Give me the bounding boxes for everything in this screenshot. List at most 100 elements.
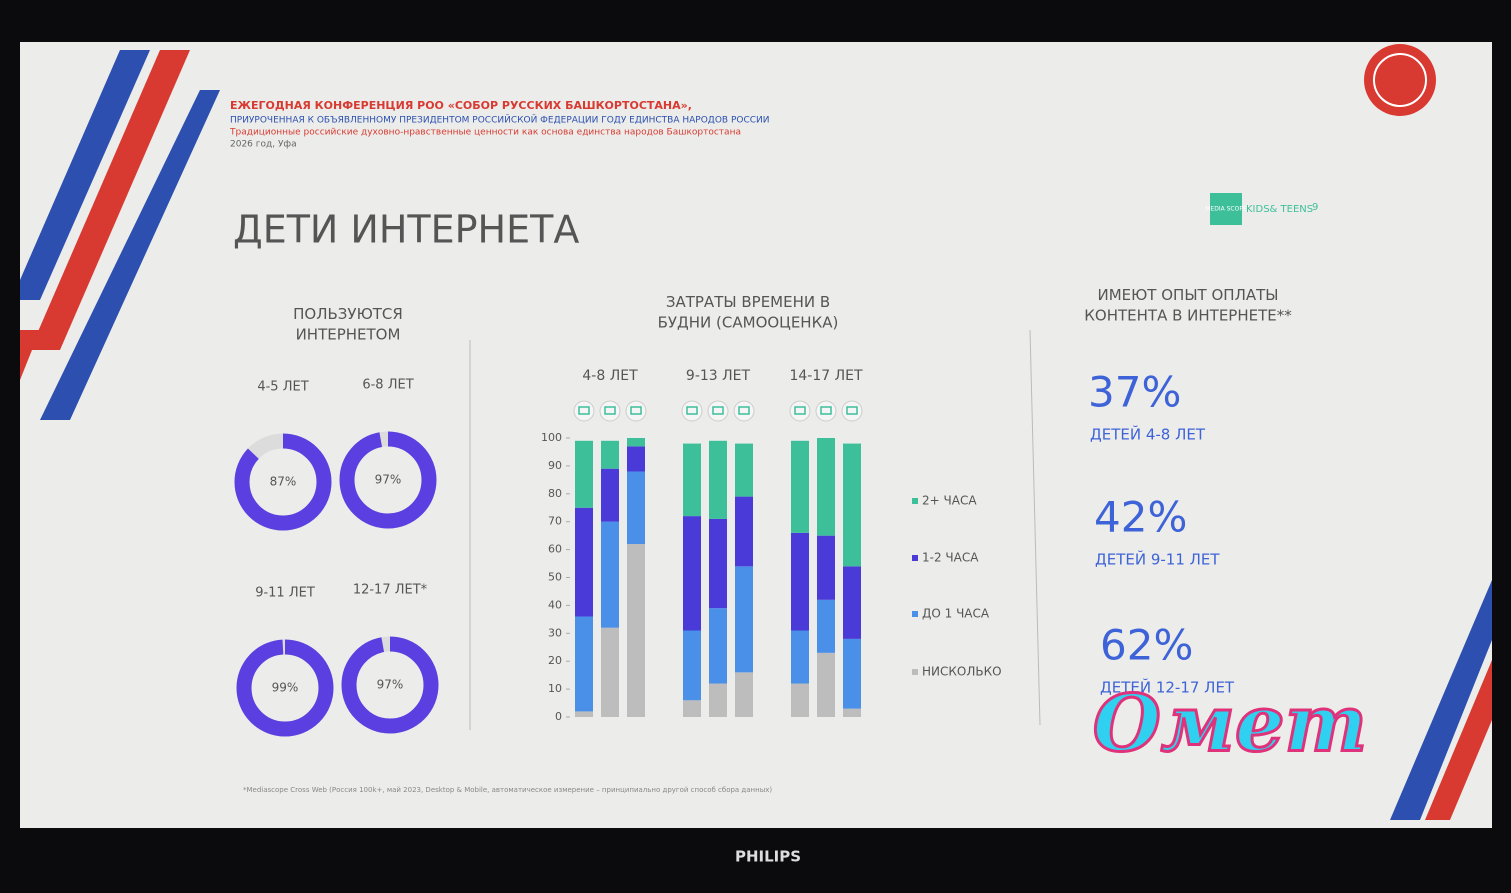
group-label: 4-8 ЛЕТ xyxy=(582,368,638,384)
chart-title: ЗАТРАТЫ ВРЕМЕНИ В БУДНИ (САМООЦЕНКА) xyxy=(658,293,839,331)
bar-segment xyxy=(575,616,593,712)
watermark: Омет xyxy=(1093,679,1367,770)
y-tick-label: 40 xyxy=(548,598,562,611)
donut-value: 97% xyxy=(375,473,402,487)
bar-segment xyxy=(683,516,701,631)
bar-segment xyxy=(735,566,753,673)
kpi-value: 42% xyxy=(1094,493,1187,542)
device-glyph xyxy=(630,406,642,415)
donut-label: 9-11 ЛЕТ xyxy=(255,586,315,601)
y-tick-label: 30 xyxy=(548,626,562,639)
device-icon xyxy=(599,400,621,422)
bar-segment xyxy=(709,683,727,717)
bar-segment xyxy=(601,521,619,628)
bar-segment xyxy=(627,438,645,447)
bar-segment xyxy=(575,440,593,508)
bar-segment xyxy=(817,599,835,653)
device-icon xyxy=(573,400,595,422)
donut-value: 97% xyxy=(377,678,404,692)
donut-label: 12-17 ЛЕТ* xyxy=(353,583,428,598)
bar-segment xyxy=(627,544,645,717)
legend-swatch xyxy=(912,498,918,504)
bar-segment xyxy=(683,700,701,717)
bar-segment xyxy=(791,683,809,717)
bar-segment xyxy=(709,440,727,519)
media-logo-text: MEDIA SCOPE xyxy=(1205,206,1247,213)
bar-segment xyxy=(843,443,861,567)
bar-segment xyxy=(843,708,861,717)
page-number: 9 xyxy=(1312,202,1318,213)
device-glyph xyxy=(686,406,698,415)
bar-segment xyxy=(575,711,593,717)
bar-segment xyxy=(627,446,645,472)
donut-label: 6-8 ЛЕТ xyxy=(362,378,413,393)
chart-title: ПОЛЬЗУЮТСЯ ИНТЕРНЕТОМ xyxy=(293,305,403,343)
group-label: 14-17 ЛЕТ xyxy=(789,368,863,384)
y-tick-label: 100 xyxy=(541,431,562,444)
kpi-value: 37% xyxy=(1088,368,1181,417)
y-tick-label: 90 xyxy=(548,459,562,472)
footnote: *Mediascope Cross Web (Россия 100k+, май… xyxy=(243,786,772,794)
device-glyph xyxy=(846,406,858,415)
bar-segment xyxy=(843,638,861,709)
device-icon xyxy=(707,400,729,422)
donut-arc xyxy=(236,639,334,737)
y-tick-label: 20 xyxy=(548,654,562,667)
bar-segment xyxy=(791,440,809,533)
legend-swatch xyxy=(912,555,918,561)
monitor-brand: PHILIPS xyxy=(735,848,801,866)
bar-segment xyxy=(817,438,835,536)
kpi-value: 62% xyxy=(1100,621,1193,670)
bar-segment xyxy=(791,532,809,631)
bar-segment xyxy=(575,507,593,617)
device-icon xyxy=(815,400,837,422)
device-icon xyxy=(733,400,755,422)
donut-arc xyxy=(341,636,439,734)
donut-arc xyxy=(234,433,332,531)
slide-title: ДЕТИ ИНТЕРНЕТА xyxy=(233,208,579,252)
device-glyph xyxy=(820,406,832,415)
device-glyph xyxy=(604,406,616,415)
left-stripes xyxy=(20,50,220,420)
donut-value: 99% xyxy=(272,681,299,695)
device-icon xyxy=(789,400,811,422)
legend-label: НИСКОЛЬКО xyxy=(922,665,1002,679)
bar-segment xyxy=(709,518,727,609)
header-line: 2026 год, Уфа xyxy=(230,140,297,150)
header-line: Традиционные российские духовно-нравстве… xyxy=(229,128,741,138)
bar-segment xyxy=(683,630,701,701)
y-tick-label: 60 xyxy=(548,543,562,556)
device-icon xyxy=(625,400,647,422)
bar-segment xyxy=(601,627,619,717)
kpi-label: ДЕТЕЙ 9-11 ЛЕТ xyxy=(1095,550,1220,569)
bar-segment xyxy=(817,535,835,600)
bar-segment xyxy=(735,672,753,717)
device-glyph xyxy=(712,406,724,415)
y-tick-label: 0 xyxy=(555,710,562,723)
chart-title: ИМЕЮТ ОПЫТ ОПЛАТЫ КОНТЕНТА В ИНТЕРНЕТЕ** xyxy=(1084,286,1292,324)
org-logo-ring xyxy=(1373,53,1427,107)
y-tick-label: 10 xyxy=(548,682,562,695)
logo-text: KIDS& TEENS xyxy=(1246,204,1313,215)
y-tick-label: 50 xyxy=(548,571,562,584)
legend-label: ДО 1 ЧАСА xyxy=(922,607,990,621)
right-stripes xyxy=(1390,580,1492,820)
device-glyph xyxy=(738,406,750,415)
bar-segment xyxy=(735,443,753,497)
bar-segment xyxy=(709,608,727,684)
bar-segment xyxy=(683,443,701,517)
bar-segment xyxy=(735,496,753,567)
bar-segment xyxy=(843,566,861,639)
bar-segment xyxy=(601,440,619,469)
device-glyph xyxy=(794,406,806,415)
group-label: 9-13 ЛЕТ xyxy=(686,368,751,384)
donut-label: 4-5 ЛЕТ xyxy=(257,380,308,395)
header-line: ЕЖЕГОДНАЯ КОНФЕРЕНЦИЯ РОО «СОБОР РУССКИХ… xyxy=(230,99,692,112)
bar-segment xyxy=(817,652,835,717)
y-tick-label: 80 xyxy=(548,487,562,500)
bar-segment xyxy=(601,468,619,522)
slide xyxy=(20,42,1492,828)
device-icon xyxy=(681,400,703,422)
device-glyph xyxy=(578,406,590,415)
bar-segment xyxy=(791,630,809,684)
